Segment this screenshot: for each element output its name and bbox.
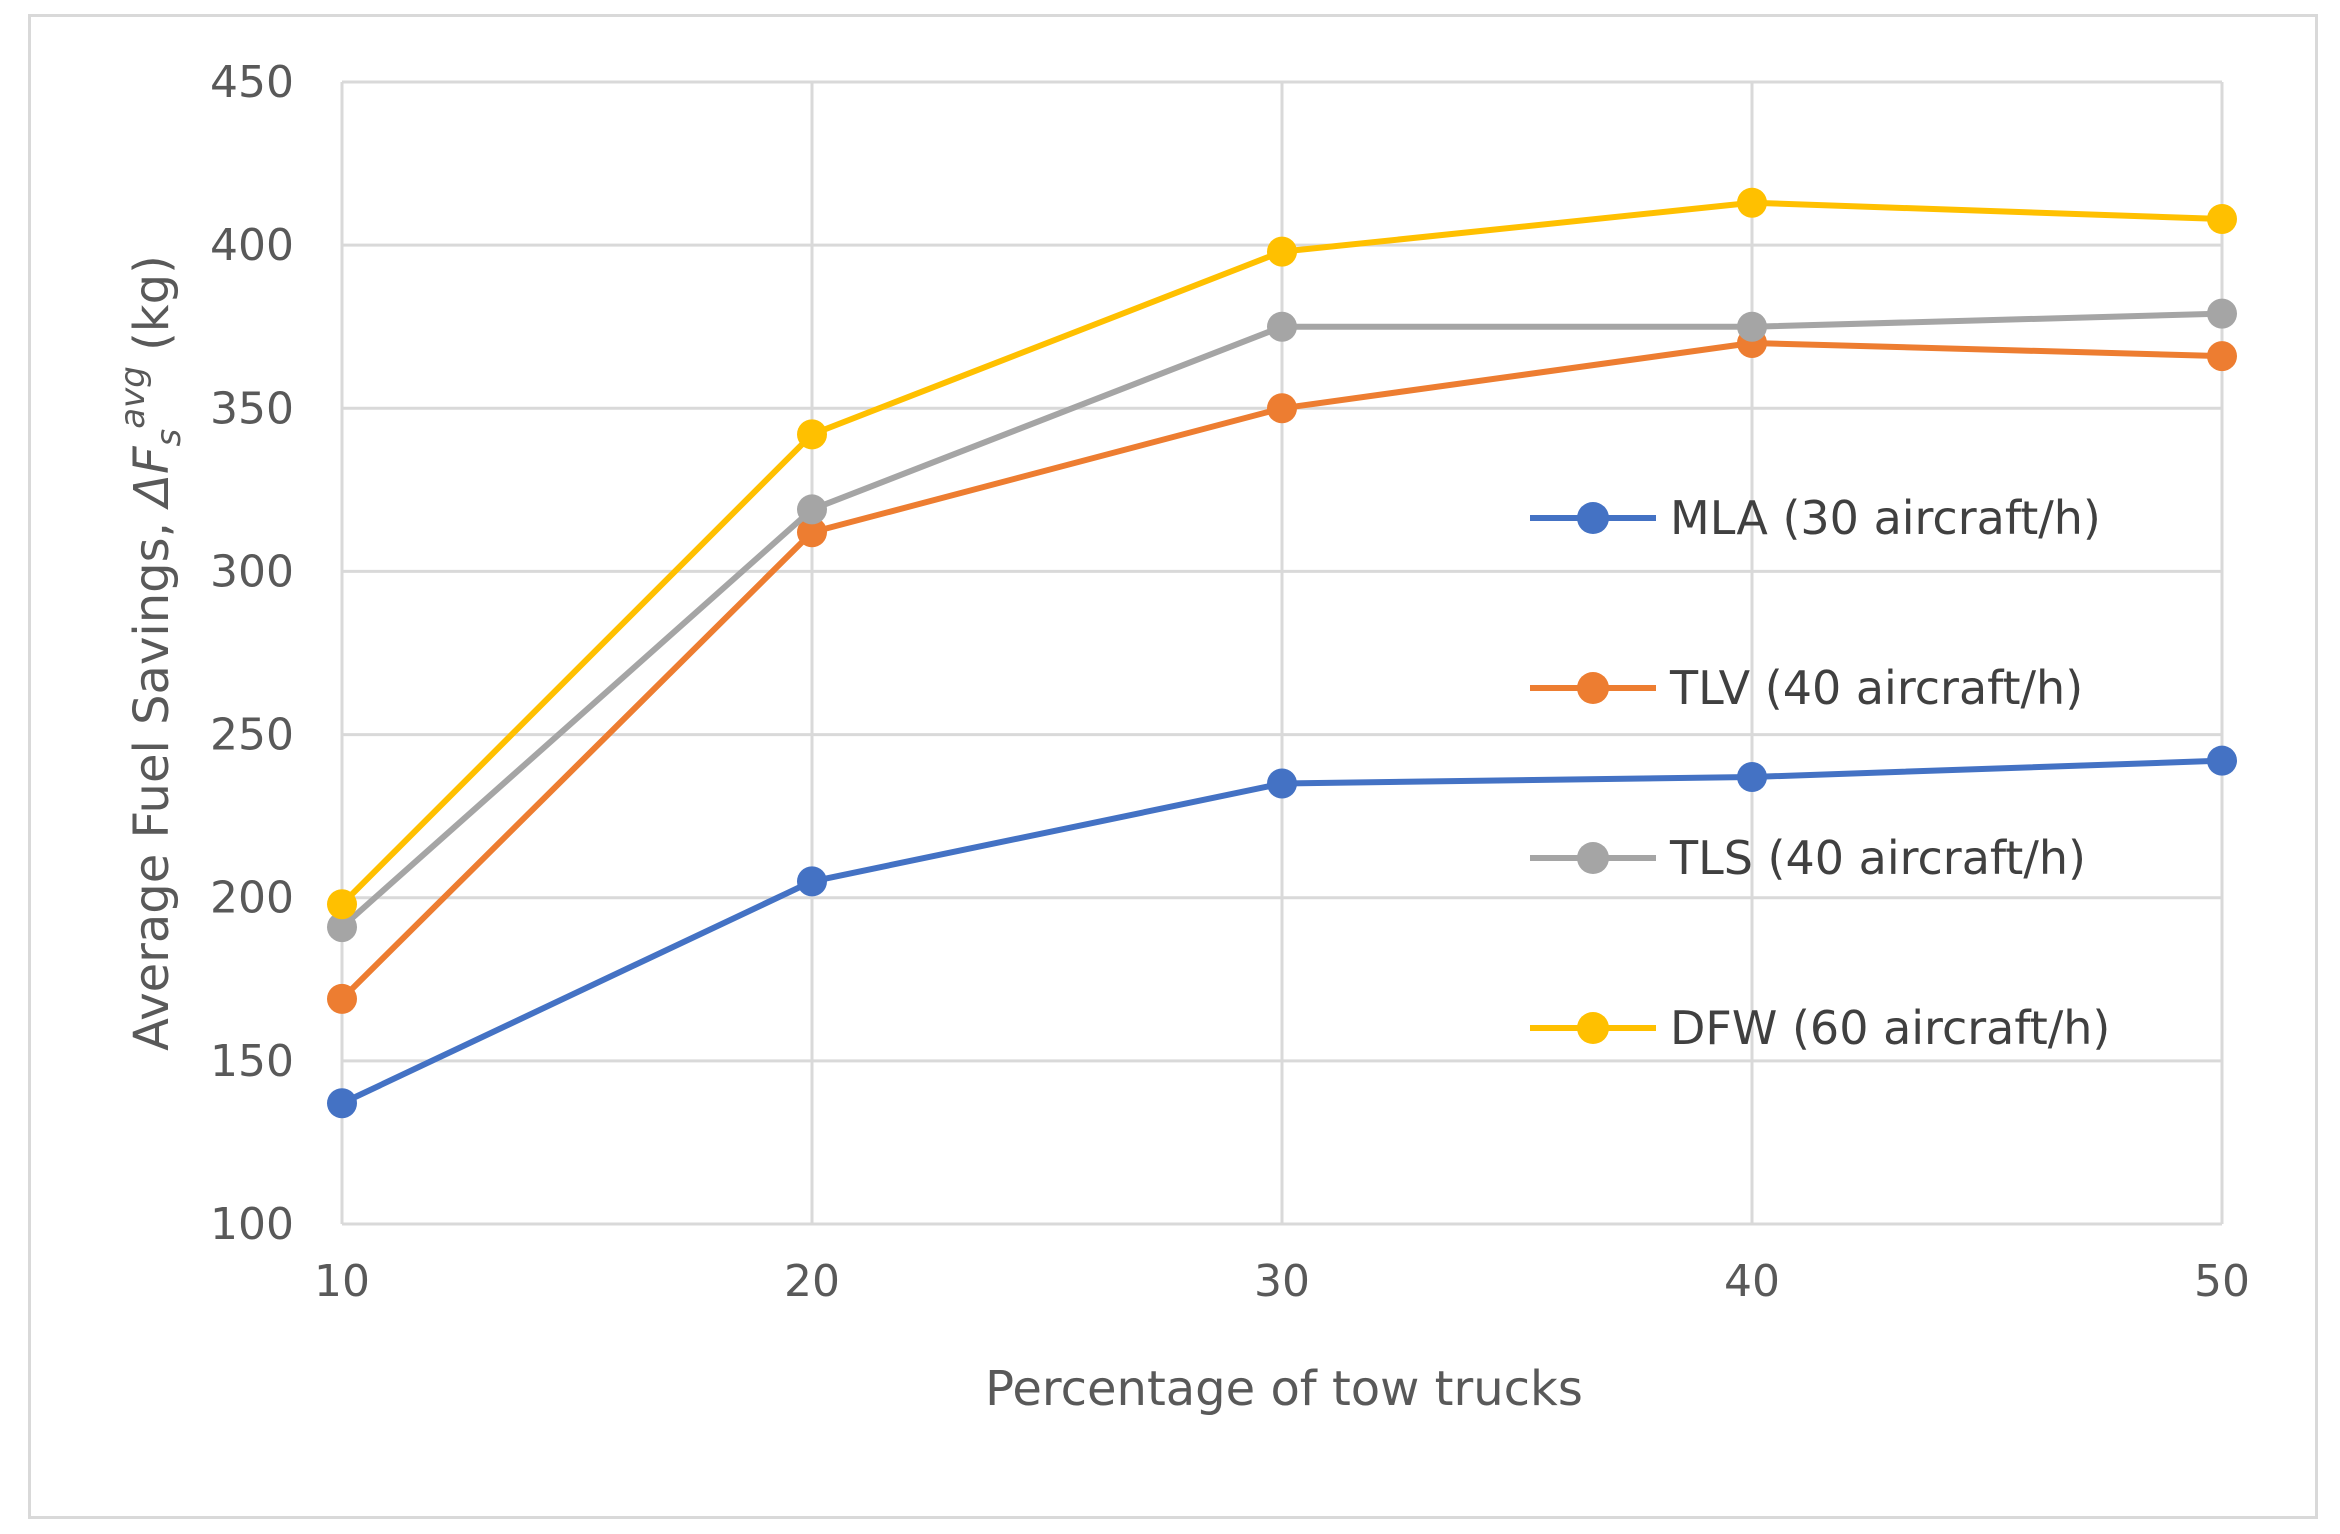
x-tick-label: 50	[2194, 1256, 2250, 1307]
data-point	[1267, 393, 1297, 424]
data-point	[797, 866, 827, 897]
data-point	[797, 494, 827, 525]
y-tick-label: 100	[210, 1199, 294, 1250]
legend-marker	[1577, 1012, 1609, 1044]
data-point	[2207, 298, 2237, 329]
data-point	[1267, 236, 1297, 267]
legend-marker	[1577, 502, 1609, 534]
y-tick-label: 150	[210, 1036, 294, 1087]
x-tick-label: 40	[1724, 1256, 1780, 1307]
legend-marker	[1577, 672, 1609, 704]
data-point	[2207, 341, 2237, 372]
legend-label: TLS (40 aircraft/h)	[1669, 831, 2086, 885]
data-point	[327, 1088, 357, 1119]
y-axis-title-suffix: (kg)	[124, 255, 180, 366]
chart-frame	[28, 14, 2318, 1519]
y-tick-label: 300	[210, 546, 294, 597]
data-point	[1737, 311, 1767, 342]
series-3	[327, 187, 2237, 920]
data-point	[1737, 187, 1767, 218]
legend-label: MLA (30 aircraft/h)	[1670, 491, 2101, 545]
data-point	[1737, 761, 1767, 792]
data-point	[327, 889, 357, 920]
y-axis-title-superscript: avg	[113, 366, 153, 429]
x-tick-label: 10	[314, 1256, 370, 1307]
legend: MLA (30 aircraft/h) TLV (40 aircraft/h) TL…	[1530, 491, 2110, 1055]
data-point	[1267, 311, 1297, 342]
y-tick-label: 250	[210, 710, 294, 761]
data-point	[327, 983, 357, 1014]
y-tick-label: 200	[210, 873, 294, 924]
gridlines	[340, 80, 2224, 1226]
y-tick-label: 400	[210, 220, 294, 271]
y-axis-title-prefix: Average Fuel Savings,	[124, 507, 180, 1051]
series-2	[327, 298, 2237, 943]
legend-label: DFW (60 aircraft/h)	[1670, 1001, 2110, 1055]
y-tick-label: 450	[210, 57, 294, 108]
data-point	[2207, 204, 2237, 235]
legend-marker	[1577, 842, 1609, 874]
x-axis-title: Percentage of tow trucks	[985, 1361, 1583, 1417]
legend-item-1: TLV (40 aircraft/h)	[1530, 661, 2083, 715]
data-point	[797, 517, 827, 548]
legend-label: TLV (40 aircraft/h)	[1669, 661, 2083, 715]
data-point	[327, 912, 357, 943]
data-point	[797, 419, 827, 450]
legend-item-3: DFW (60 aircraft/h)	[1530, 1001, 2110, 1055]
y-tick-label: 350	[210, 383, 294, 434]
data-point	[1267, 768, 1297, 799]
y-axis-ticks: 100 150 200 250 300 350 400 450	[210, 57, 294, 1250]
x-tick-label: 20	[784, 1256, 840, 1307]
legend-item-2: TLS (40 aircraft/h)	[1530, 831, 2086, 885]
y-axis-title-symbol: ΔF	[124, 445, 180, 511]
x-tick-label: 30	[1254, 1256, 1310, 1307]
y-axis-title-subscript: s	[149, 429, 189, 447]
data-point	[2207, 745, 2237, 776]
legend-item-0: MLA (30 aircraft/h)	[1530, 491, 2101, 545]
series-0	[327, 745, 2237, 1119]
x-axis-ticks: 10 20 30 40 50	[314, 1256, 2250, 1307]
series-group	[327, 187, 2237, 1119]
y-axis-title: Average Fuel Savings, ΔFsavg (kg)	[113, 255, 189, 1051]
